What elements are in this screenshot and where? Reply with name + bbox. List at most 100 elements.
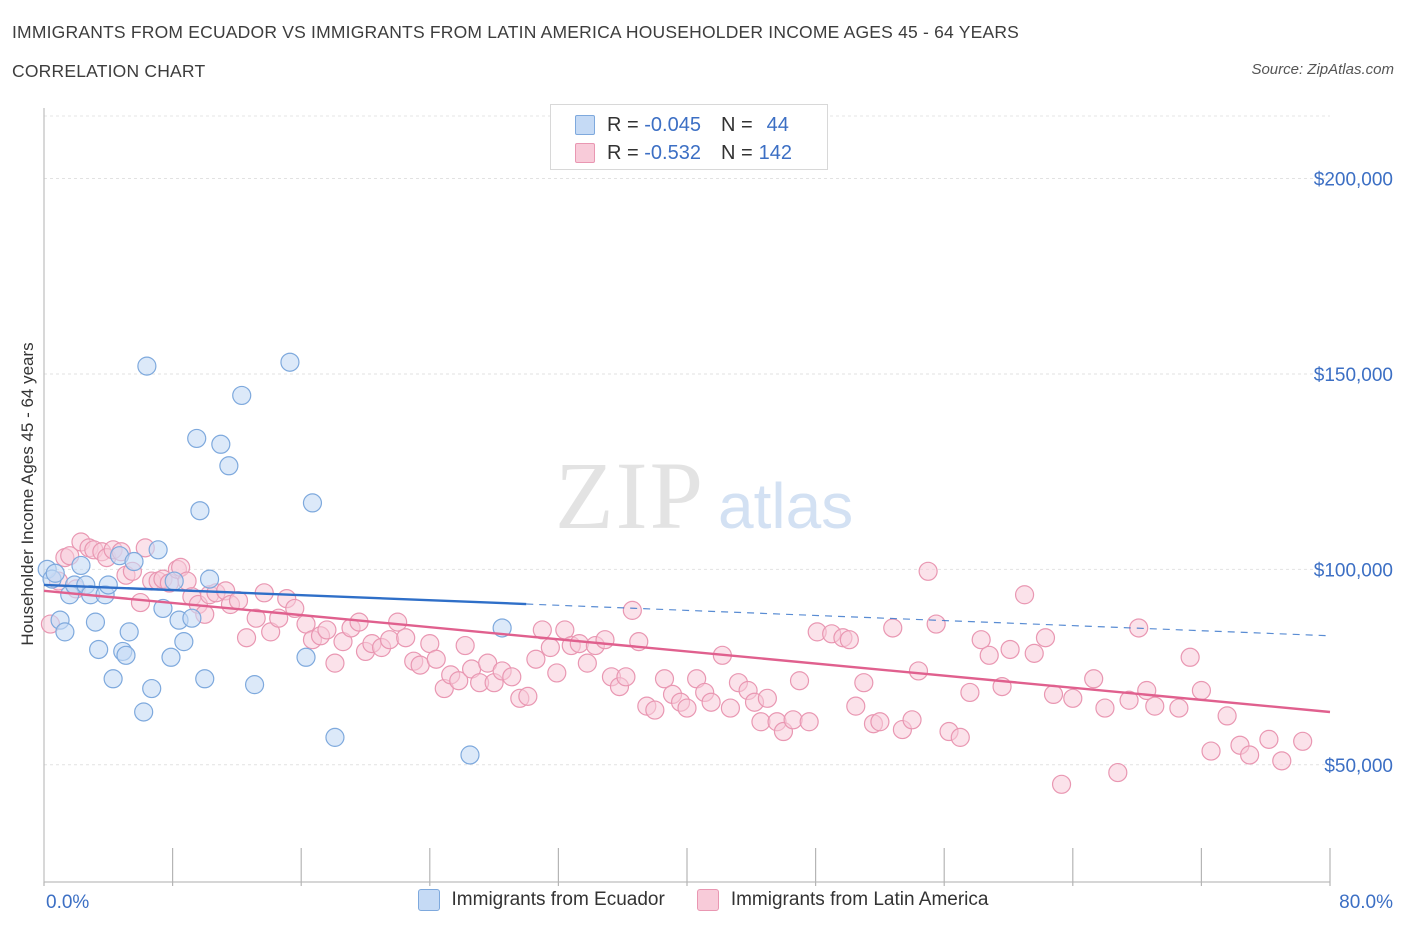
y-tick-label: $50,000 — [1324, 756, 1393, 777]
series-label-ecuador: Immigrants from Ecuador — [451, 889, 665, 910]
x-tick-label: 0.0% — [46, 892, 89, 913]
latam-trend-line — [43, 589, 1331, 714]
latam-point — [783, 710, 803, 730]
latam-point — [518, 686, 538, 706]
latam-point — [960, 682, 980, 703]
ecuador-trend-line — [43, 583, 527, 606]
axes — [43, 108, 1331, 886]
latam-point — [971, 630, 991, 650]
ecuador-point — [137, 356, 157, 376]
ecuador-point — [199, 569, 220, 589]
legend-n-label: N = — [720, 141, 753, 164]
latam-point — [616, 667, 636, 687]
watermark-atlas: atlas — [718, 470, 853, 542]
latam-point — [325, 653, 345, 673]
ecuador-point — [280, 352, 300, 372]
series-legend: Immigrants from Ecuador Immigrants from … — [0, 889, 1406, 911]
ecuador-point — [161, 647, 181, 667]
latam-point — [1293, 731, 1313, 751]
latam-point — [246, 608, 266, 628]
latam-point — [526, 649, 546, 669]
ecuador-point — [460, 745, 480, 765]
latam-point — [1084, 669, 1104, 689]
y-axis-title: Householder Income Ages 45 - 64 years — [18, 342, 37, 646]
ecuador-point — [116, 645, 136, 665]
latam-point — [317, 620, 337, 640]
ecuador-point — [195, 669, 215, 689]
ecuador-point — [98, 575, 118, 595]
latam-point — [130, 592, 151, 613]
watermark-zip: ZIP — [555, 442, 705, 549]
latam-point — [1043, 684, 1064, 705]
correlation-legend: R = -0.045 N = 44 R = -0.532 N = 142 — [550, 104, 828, 170]
latam-point — [1051, 774, 1072, 794]
ecuador-point — [211, 434, 231, 454]
latam-point — [1191, 680, 1212, 701]
latam-point — [979, 645, 999, 665]
latam-point — [1272, 751, 1292, 771]
ecuador-points — [37, 352, 512, 765]
gridlines — [44, 115, 1330, 766]
latam-point — [1063, 688, 1083, 708]
series-swatch-latam — [696, 889, 719, 911]
latam-points — [40, 532, 1313, 794]
legend-swatch-ecuador — [575, 115, 595, 135]
latam-point — [1259, 729, 1279, 749]
latam-point — [1014, 585, 1035, 605]
source-credit: Source: ZipAtlas.com — [1251, 61, 1394, 78]
ecuador-point — [55, 622, 75, 642]
latam-point — [1201, 741, 1221, 761]
latam-point — [577, 653, 597, 673]
trend-lines — [43, 583, 1331, 714]
legend-r-value: -0.045 — [644, 113, 701, 136]
latam-point — [410, 655, 430, 675]
latam-point — [547, 663, 567, 683]
latam-point — [1240, 745, 1260, 765]
y-tick-label: $150,000 — [1314, 365, 1393, 386]
latam-point — [902, 710, 922, 730]
y-tick-label: $100,000 — [1314, 560, 1393, 581]
legend-row-ecuador: R = -0.045 N = 44 — [575, 111, 789, 139]
latam-point — [1217, 706, 1237, 726]
latam-point — [502, 667, 522, 687]
ecuador-point — [325, 727, 345, 747]
latam-point — [569, 634, 589, 654]
ecuador-point — [103, 669, 123, 689]
ecuador-trend-extension — [526, 603, 1331, 637]
latam-point — [622, 600, 642, 620]
latam-point — [426, 649, 446, 669]
latam-point — [926, 614, 946, 634]
ecuador-point — [85, 612, 106, 632]
legend-n-value: 44 — [766, 113, 789, 136]
latam-point — [455, 635, 475, 656]
ecuador-point — [45, 563, 65, 583]
ecuador-point — [153, 598, 173, 619]
latam-point — [1169, 698, 1189, 718]
chart-title: IMMIGRANTS FROM ECUADOR VS IMMIGRANTS FR… — [12, 22, 1020, 42]
latam-point — [1024, 643, 1044, 663]
series-swatch-ecuador — [417, 889, 440, 911]
ecuador-point — [119, 622, 139, 642]
latam-point — [757, 688, 777, 708]
latam-point — [751, 712, 771, 732]
legend-n-value: 142 — [758, 141, 793, 164]
ecuador-point — [142, 678, 162, 699]
latam-point — [645, 700, 665, 720]
legend-r-label: R = — [607, 141, 639, 164]
series-legend-ecuador: Immigrants from Ecuador — [417, 889, 665, 911]
latam-point — [1180, 647, 1200, 667]
latam-point — [380, 630, 400, 650]
ecuador-point — [232, 385, 252, 406]
x-tick-label: 80.0% — [1339, 892, 1393, 913]
latam-point — [449, 671, 469, 691]
x-tick-labels: 0.0% 80.0% — [46, 892, 1393, 913]
series-legend-latam: Immigrants from Latin America — [696, 889, 988, 911]
latam-point — [1108, 762, 1128, 783]
y-tick-label: $200,000 — [1314, 170, 1393, 191]
watermark: ZIP atlas — [555, 442, 853, 549]
legend-r-label: R = — [607, 113, 639, 136]
ecuador-point — [124, 551, 144, 572]
latam-point — [839, 630, 859, 650]
ecuador-point — [296, 647, 316, 667]
